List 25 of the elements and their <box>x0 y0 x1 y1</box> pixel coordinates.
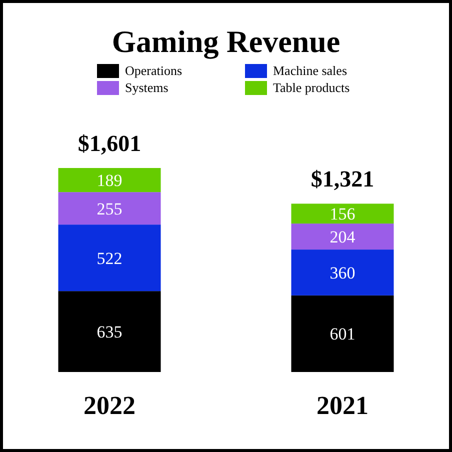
bar <box>291 295 394 372</box>
bar <box>291 250 394 296</box>
bar <box>58 291 161 372</box>
data-label: 255 <box>96 199 122 218</box>
legend-label: Operations <box>125 63 182 78</box>
chart-title: Gaming Revenue <box>112 24 340 59</box>
data-label: 601 <box>330 324 356 344</box>
legend-label: Table products <box>273 80 350 95</box>
legend-label: Machine sales <box>273 63 348 78</box>
data-label: 635 <box>96 322 122 342</box>
total-label: $1,601 <box>78 131 142 156</box>
data-label: 522 <box>96 248 122 268</box>
x-tick-label: 2022 <box>84 391 136 420</box>
bar <box>291 204 394 224</box>
data-label: 189 <box>96 170 122 190</box>
data-label: 156 <box>330 204 356 224</box>
bar <box>291 224 394 250</box>
x-tick-label: 2021 <box>316 391 368 420</box>
data-label: 204 <box>330 228 356 246</box>
legend-label: Systems <box>125 80 168 95</box>
total-label: $1,321 <box>310 166 374 192</box>
data-label: 360 <box>330 263 356 282</box>
bar <box>58 168 161 192</box>
bar <box>58 192 161 225</box>
bar <box>58 224 161 292</box>
